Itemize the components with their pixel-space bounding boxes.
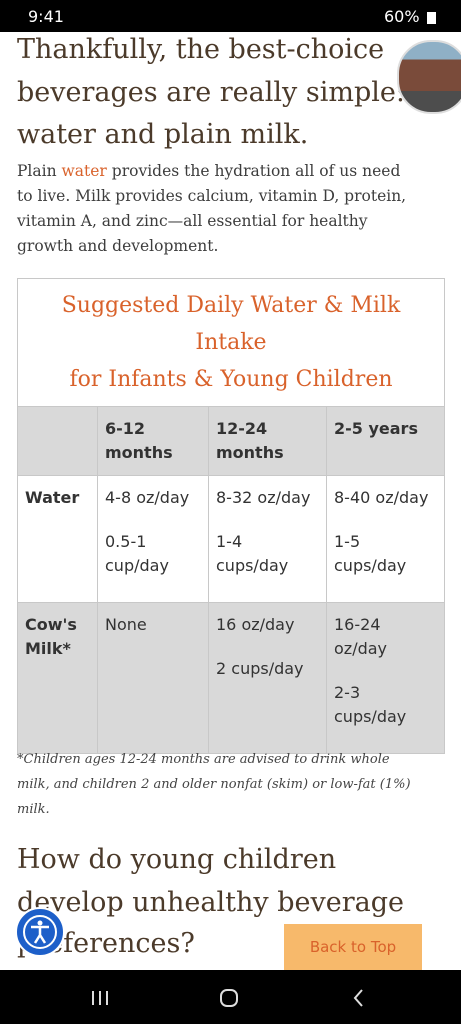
home-button[interactable] [220, 989, 238, 1007]
label-line: Cow's [25, 615, 77, 634]
header-line: 6-12 [105, 419, 146, 438]
cell-line: 2-3 [334, 683, 361, 702]
heading-line: Thankfully, the best-choice [17, 34, 385, 65]
cell-line: cup/day [105, 556, 169, 575]
label-line: Milk* [25, 639, 71, 658]
battery: 60% [384, 7, 420, 26]
cell-line: 1-4 [216, 532, 243, 551]
cell-line: None [105, 615, 147, 634]
text: Plain [17, 162, 57, 180]
row: Water 4-8 oz/day 0.5-1 cup/day 8-32 oz/day 1-… [17, 475, 445, 603]
water-link[interactable]: water [61, 162, 107, 180]
heading2-line: How do young children [17, 844, 337, 875]
footnote-line: milk, and children 2 and older nonfat (s… [17, 777, 411, 792]
corner-cell [17, 406, 98, 476]
table-title: Suggested Daily Water & Milk Intake for … [17, 278, 445, 407]
header-row: 6-12 months 12-24 months 2-5 years [17, 406, 445, 476]
title-line: for Infants & Young Children [69, 367, 393, 392]
header-line: 12-24 [216, 419, 268, 438]
time: 9:41 [28, 7, 64, 26]
navigation-bar [0, 970, 461, 1024]
label-line: Water [25, 488, 80, 507]
cell: 8-40 oz/day 1-5 cups/day [326, 475, 445, 603]
cell-line: cups/day [216, 556, 289, 575]
heading-line: beverages are really simple: [17, 77, 405, 108]
back-button[interactable] [353, 989, 363, 1007]
row-label: Water [17, 475, 98, 603]
header-line: 2-5 years [334, 419, 418, 438]
cell: 4-8 oz/day 0.5-1 cup/day [97, 475, 209, 603]
column-header: 12-24 months [208, 406, 327, 476]
heading-line: water and plain milk. [17, 119, 309, 150]
battery-icon [427, 12, 436, 24]
cell-line: 8-40 oz/day [334, 488, 429, 507]
accessibility-button[interactable] [14, 906, 66, 958]
nav-icons [92, 989, 363, 1007]
intake-table: Suggested Daily Water & Milk Intake for … [17, 278, 445, 754]
title-line: Suggested Daily Water & Milk [61, 293, 401, 318]
cell-line: oz/day [334, 639, 388, 658]
cell: 16 oz/day 2 cups/day [208, 602, 327, 754]
cell-line: cups/day [334, 707, 407, 726]
cell: None [97, 602, 209, 754]
header-line: months [216, 443, 284, 462]
cell-line: cups/day [334, 556, 407, 575]
cell-line: 1-5 [334, 532, 361, 551]
row: Cow's Milk* None 16 oz/day 2 cups/day 16-24 oz… [17, 602, 445, 754]
back-to-top-button[interactable]: Back to Top [284, 924, 422, 970]
cell-line: 16 oz/day [216, 615, 295, 634]
status-bar: 9:41 60% [0, 0, 461, 32]
row-label: Cow's Milk* [17, 602, 98, 754]
footnote-line: *Children ages 12-24 months are advised … [17, 752, 390, 767]
header-line: months [105, 443, 173, 462]
paragraph-line: Plain water provides the hydration all o… [17, 162, 400, 180]
paragraph-line: vitamin A, and zinc—all essential for he… [17, 212, 368, 230]
cell: 8-32 oz/day 1-4 cups/day [208, 475, 327, 603]
paragraph-line: to live. Milk provides calcium, vitamin … [17, 187, 407, 205]
cell-line: 8-32 oz/day [216, 488, 311, 507]
heading2-line: develop unhealthy beverage [17, 887, 404, 918]
title-line: Intake [195, 330, 267, 355]
column-header: 2-5 years [326, 406, 445, 476]
avatar-image [397, 40, 461, 114]
text: provides the hydration all of us need [111, 162, 401, 180]
cell-line: 2 cups/day [216, 659, 304, 678]
cell-line: 0.5-1 [105, 532, 147, 551]
footnote-line: milk. [17, 802, 50, 817]
column-header: 6-12 months [97, 406, 209, 476]
cell-line: 16-24 [334, 615, 381, 634]
cell: 16-24 oz/day 2-3 cups/day [326, 602, 445, 754]
paragraph-line: growth and development. [17, 237, 219, 255]
cell-line: 4-8 oz/day [105, 488, 190, 507]
